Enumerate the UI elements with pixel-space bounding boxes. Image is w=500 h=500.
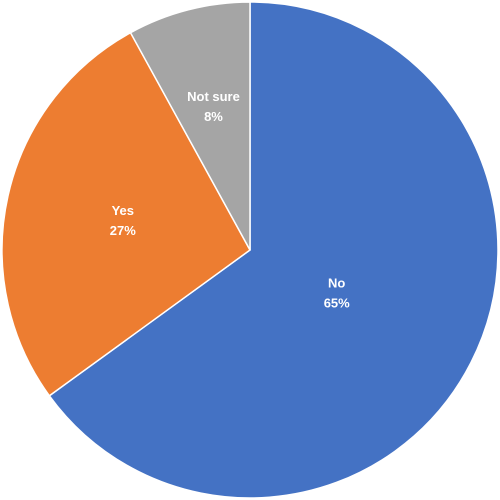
value-label: 8% — [204, 109, 223, 124]
value-label: 65% — [324, 296, 350, 311]
pie-slice — [48, 1, 499, 499]
value-label: 27% — [110, 223, 136, 238]
pie-slice — [1, 31, 251, 397]
slice-label: Yes — [112, 203, 134, 218]
slice-label: Not sure — [187, 89, 240, 104]
pie-slice — [129, 1, 251, 251]
slice-label: No — [328, 276, 345, 291]
